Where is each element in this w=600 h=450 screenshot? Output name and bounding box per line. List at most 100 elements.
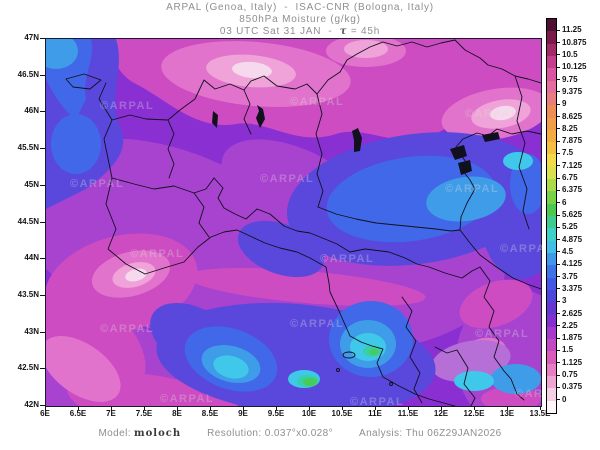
colorbar-cell (547, 240, 556, 253)
figure-title-institutions: ARPAL (Genoa, Italy) - ISAC-CNR (Bologna… (166, 2, 434, 13)
colorbar-cell (547, 400, 556, 413)
colorbar-tick-label: 10.875 (562, 37, 587, 47)
figure-title-variable: 850hPa Moisture (g/kg) (239, 14, 361, 25)
colorbar-tick-mark (557, 276, 560, 278)
colorbar-cell (547, 19, 556, 32)
lon-tick-mark (375, 406, 376, 410)
lat-tick-mark (40, 405, 45, 406)
colorbar-tick-mark (557, 349, 560, 351)
analysis-info: Analysis: Thu 06Z29JAN2026 (359, 428, 502, 439)
moisture-field (46, 39, 541, 406)
colorbar-tick-mark (557, 42, 560, 44)
lon-tick-label: 6.5E (69, 409, 87, 418)
colorbar-cell (547, 289, 556, 303)
colorbar-tick-label: 10.5 (562, 49, 578, 59)
colorbar-tick-mark (557, 239, 560, 241)
colorbar-tick-mark (557, 91, 560, 93)
colorbar-tick-label: 5.25 (562, 222, 578, 232)
colorbar-tick-mark (557, 165, 560, 167)
analysis-label: Analysis: (359, 428, 406, 439)
colorbar-cell (547, 68, 556, 81)
colorbar-tick-label: 4.125 (562, 259, 583, 269)
lon-tick-mark (474, 406, 475, 410)
colorbar-cell (547, 166, 556, 180)
colorbar-tick-mark (557, 103, 560, 105)
colorbar-tick-mark (557, 362, 560, 364)
colorbar-cell (547, 277, 556, 290)
lon-tick-label: 8E (172, 409, 182, 418)
lat-tick-label: 45N (24, 179, 39, 189)
colorbar-tick-mark (557, 140, 560, 142)
lon-tick-label: 6E (40, 409, 50, 418)
lon-tick-label: 7.5E (135, 409, 153, 418)
colorbar-cell (547, 179, 556, 192)
colorbar-tick-mark (557, 251, 560, 253)
colorbar-cell (547, 376, 556, 389)
lat-tick-mark (40, 368, 45, 370)
lon-tick-mark (78, 406, 79, 410)
colorbar-tick-label: 9.75 (562, 74, 578, 84)
lat-tick-mark (40, 294, 45, 296)
lat-tick-mark (40, 74, 45, 76)
lat-tick-mark (40, 184, 45, 186)
colorbar-tick-mark (557, 54, 560, 56)
colorbar-cell (547, 80, 556, 93)
tau-symbol: τ (339, 26, 348, 37)
colorbar-tick-label: 3 (562, 296, 567, 306)
colorbar-tick-label: 6.375 (562, 185, 583, 195)
colorbar-tick-label: 4.875 (562, 234, 583, 244)
colorbar-tick-mark (557, 399, 560, 401)
colorbar-tick-label: 0.375 (562, 382, 583, 392)
lon-tick-mark (177, 406, 178, 410)
lon-tick-label: 7E (106, 409, 116, 418)
colorbar-cell (547, 55, 556, 69)
colorbar-cell (547, 228, 556, 241)
colorbar-cell (547, 314, 556, 327)
lat-tick-label: 47N (24, 33, 39, 42)
colorbar-tick-label: 7.875 (562, 136, 583, 146)
lon-tick-label: 9.5E (267, 409, 285, 418)
lat-tick-mark (40, 258, 45, 260)
colorbar-cell (547, 43, 556, 56)
colorbar-tick-mark (557, 374, 560, 376)
colorbar-cell (547, 142, 556, 155)
lat-tick-label: 44.5N (17, 216, 39, 226)
colorbar-cell (547, 117, 556, 130)
lon-tick-mark (276, 406, 277, 410)
colorbar-cell (547, 31, 556, 44)
lon-tick-mark (507, 406, 508, 410)
colorbar-cell (547, 154, 556, 167)
colorbar-cell (547, 92, 556, 106)
colorbar-cell (547, 216, 556, 229)
colorbar-tick-label: 9 (562, 99, 567, 109)
model-info: Model: moloch (98, 428, 181, 439)
lon-tick-label: 13.5E (529, 409, 551, 418)
lon-tick-label: 11E (368, 409, 382, 418)
lon-tick-label: 13E (499, 409, 515, 418)
lon-tick-mark (441, 406, 442, 410)
colorbar-tick-label: 8.25 (562, 123, 578, 133)
colorbar-cell (547, 363, 556, 377)
colorbar-tick-mark (557, 177, 560, 179)
lon-tick-mark (45, 406, 46, 410)
lat-tick-mark (40, 221, 45, 223)
lat-tick-label: 45.5N (17, 143, 39, 153)
colorbar-tick-label: 3.375 (562, 283, 583, 293)
lon-tick-label: 12.5E (463, 409, 485, 418)
lat-tick-mark (40, 331, 45, 333)
colorbar-tick-mark (557, 214, 560, 216)
lat-tick-label: 43N (24, 326, 39, 336)
colorbar-tick-label: 6.75 (562, 173, 578, 183)
colorbar-tick-mark (557, 300, 560, 302)
colorbar-tick-label: 0.75 (562, 370, 578, 380)
resolution-value: 0.037°x0.028° (264, 428, 333, 439)
colorbar-tick-label: 2.625 (562, 308, 583, 318)
forecast-hour-text: = 45h (347, 26, 381, 37)
colorbar-tick-label: 8.625 (562, 111, 583, 121)
lon-tick-mark (309, 406, 310, 410)
resolution-info: Resolution: 0.037°x0.028° (207, 428, 333, 439)
lat-tick-label: 44N (24, 253, 39, 263)
colorbar-tick-mark (557, 79, 560, 81)
footer-metadata: Model: moloch Resolution: 0.037°x0.028° … (0, 428, 600, 439)
